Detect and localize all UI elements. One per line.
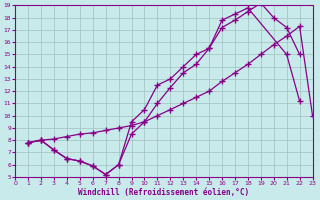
X-axis label: Windchill (Refroidissement éolien,°C): Windchill (Refroidissement éolien,°C) <box>78 188 249 197</box>
